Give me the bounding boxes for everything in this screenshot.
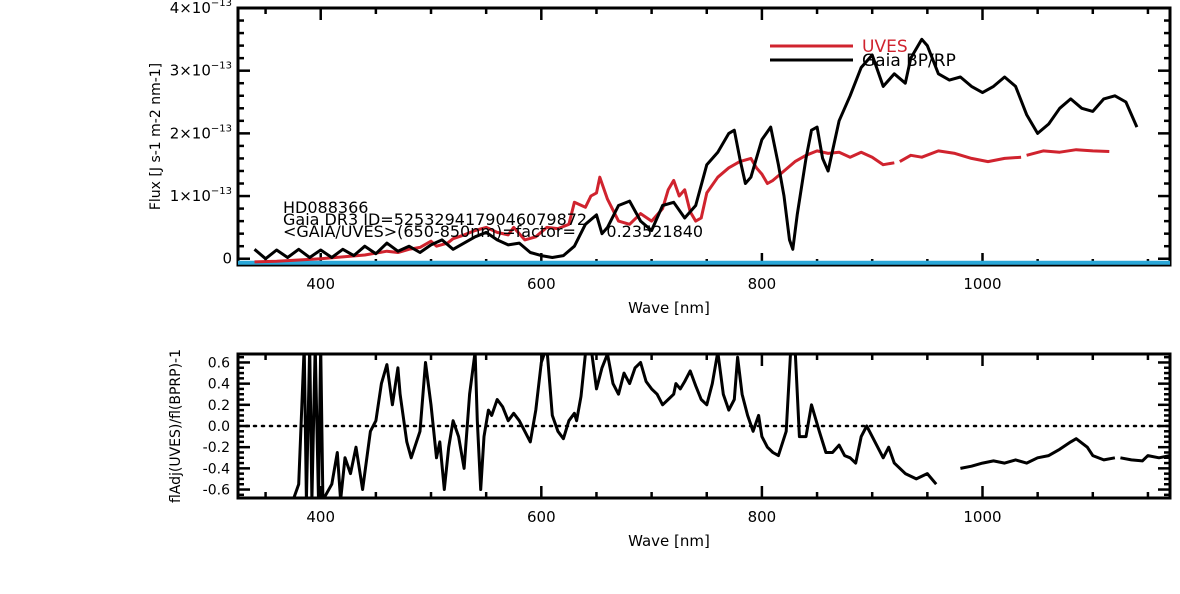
x-tick-label: 800 <box>748 508 777 526</box>
x-axis-label: Wave [nm] <box>628 299 710 317</box>
y-tick-label: 0.2 <box>208 398 230 414</box>
y-axis-label: flAdj(UVES)/fl(BPRP)-1 <box>168 349 184 503</box>
ratio-series-line <box>1120 454 1170 463</box>
y-tick-label: -0.2 <box>203 440 230 456</box>
x-tick-label: 400 <box>306 508 335 526</box>
legend-gaia-label: Gaia BP/RP <box>862 51 956 71</box>
y-axis-label: Flux [J s-1 m-2 nm-1] <box>148 63 164 210</box>
y-tick-label: 0.4 <box>208 377 230 393</box>
uves-series-line <box>1026 148 1110 157</box>
x-tick-label: 800 <box>748 275 777 293</box>
y-tick-label: -0.4 <box>203 461 230 477</box>
legend-uves-label: UVES <box>862 37 908 57</box>
y-tick-label: 3×10−13 <box>170 61 232 80</box>
y-tick-label: 1×10−13 <box>170 186 232 205</box>
ratio-panel: 400 600 800 1000 Wave [nm] flAdj(UVES)/fl(BPR… <box>168 349 1172 550</box>
y-tick-label: 0.6 <box>208 355 230 371</box>
x-tick-label: 600 <box>527 275 556 293</box>
x-tick-label: 1000 <box>963 275 1001 293</box>
y-tick-label: 4×10−13 <box>170 0 232 17</box>
flux-panel: 400 600 800 1000 Wave [nm] Flux [J s-1 m-2 nm… <box>148 0 1172 317</box>
annotation-text: HD088366 <box>283 198 368 217</box>
plot-frame <box>236 6 1172 267</box>
y-tick-label: 0 <box>222 250 232 268</box>
annotation-text: <GAIA/UVES>(650-850nm)=factor= 0.2352184… <box>283 222 703 241</box>
annotation-text: Gaia DR3 ID=5253294179046079872 <box>283 210 587 229</box>
gaia-series-line <box>253 37 1139 261</box>
x-tick-label: 400 <box>306 275 335 293</box>
x-tick-label: 600 <box>527 508 556 526</box>
y-tick-label: 2×10−13 <box>170 123 232 142</box>
x-tick-label: 1000 <box>963 508 1001 526</box>
ratio-series-line <box>960 437 1116 470</box>
x-axis-label: Wave [nm] <box>628 532 710 550</box>
ratio-series-line <box>292 354 938 498</box>
y-tick-label: -0.6 <box>203 483 230 499</box>
y-tick-label: 0.0 <box>208 419 230 435</box>
uves-series-line <box>899 149 1022 164</box>
